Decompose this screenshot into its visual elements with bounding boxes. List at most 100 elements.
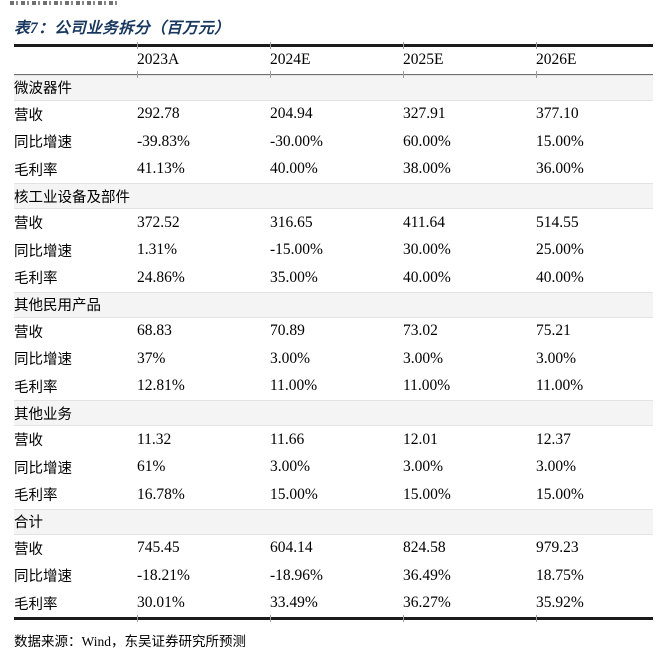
cell-value: 3.00% (536, 349, 577, 367)
row-label: 营收 (14, 216, 43, 233)
column-tick (270, 614, 271, 622)
cell-value: 40.00% (403, 268, 451, 286)
table-title: 表7：公司业务拆分（百万元） (14, 20, 231, 37)
cell-value: 40.00% (536, 268, 584, 286)
column-tick (137, 41, 138, 49)
cell-value: 411.64 (403, 213, 446, 231)
table-row: 营收 745.45 604.14 824.58 979.23 (14, 535, 653, 563)
cell-value: 11.00% (403, 377, 451, 395)
row-label: 同比增速 (14, 460, 72, 477)
cell-value: -39.83% (137, 132, 190, 150)
column-tick (536, 614, 537, 622)
cell-value: 61% (137, 458, 166, 476)
table-row: 毛利率 41.13% 40.00% 38.00% 36.00% (14, 156, 653, 184)
row-label: 同比增速 (14, 243, 72, 260)
column-tick (536, 71, 537, 78)
table-row: 营收 372.52 316.65 411.64 514.55 (14, 209, 653, 237)
section-header-row: 其他业务 (14, 400, 653, 426)
table-row: 同比增速 -39.83% -30.00% 60.00% 15.00% (14, 128, 653, 156)
table-row: 毛利率 16.78% 15.00% 15.00% 15.00% (14, 481, 653, 509)
cell-value: 3.00% (403, 458, 444, 476)
section-name: 其他业务 (14, 406, 72, 423)
row-label: 毛利率 (14, 162, 58, 179)
cell-value: 16.78% (137, 485, 185, 503)
cell-value: 204.94 (270, 105, 313, 123)
table-row: 毛利率 24.86% 35.00% 40.00% 40.00% (14, 264, 653, 292)
cell-value: 36.00% (536, 160, 584, 178)
table-row: 营收 11.32 11.66 12.01 12.37 (14, 426, 653, 454)
row-label: 毛利率 (14, 271, 58, 288)
cell-value: 15.00% (270, 485, 318, 503)
cell-value: 30.00% (403, 241, 451, 259)
table-row: 毛利率 12.81% 11.00% 11.00% 11.00% (14, 373, 653, 401)
cell-value: 1.31% (137, 241, 178, 259)
cell-value: 11.32 (137, 430, 172, 448)
cell-value: 73.02 (403, 322, 438, 340)
cropped-text-fragment (10, 1, 118, 5)
column-tick (403, 614, 404, 622)
cell-value: 514.55 (536, 213, 579, 231)
row-label: 营收 (14, 541, 43, 558)
row-label: 同比增速 (14, 135, 72, 152)
cell-value: 41.13% (137, 160, 185, 178)
section-header-row: 合计 (14, 508, 653, 535)
column-header: 2024E (270, 51, 311, 68)
row-label: 同比增速 (14, 352, 72, 369)
table-row: 营收 68.83 70.89 73.02 75.21 (14, 318, 653, 346)
cell-value: 15.00% (403, 485, 451, 503)
cell-value: -30.00% (270, 132, 323, 150)
cell-value: 979.23 (536, 539, 579, 557)
cell-value: 15.00% (536, 485, 584, 503)
cell-value: 36.27% (403, 594, 451, 612)
cell-value: 3.00% (270, 349, 311, 367)
section-name: 核工业设备及部件 (14, 189, 130, 206)
cell-value: 316.65 (270, 213, 313, 231)
cell-value: 18.75% (536, 566, 584, 584)
cell-value: -15.00% (270, 241, 323, 259)
cell-value: 24.86% (137, 268, 185, 286)
cell-value: 604.14 (270, 539, 313, 557)
column-tick (270, 41, 271, 49)
column-header: 2023A (137, 51, 180, 68)
section-header-row: 微波器件 (14, 74, 653, 101)
cell-value: 68.83 (137, 322, 172, 340)
table-row: 同比增速 61% 3.00% 3.00% 3.00% (14, 454, 653, 482)
section-name: 其他民用产品 (14, 298, 101, 314)
cell-value: 33.49% (270, 594, 318, 612)
cell-value: 12.01 (403, 430, 438, 448)
business-breakdown-table: 2023A 2024E 2025E 2026E 微波器件 营收 292.78 2… (14, 41, 653, 622)
cell-value: 70.89 (270, 322, 305, 340)
cell-value: 292.78 (137, 105, 180, 123)
cell-value: 372.52 (137, 213, 180, 231)
cell-value: 3.00% (536, 458, 577, 476)
column-tick (403, 41, 404, 49)
cell-value: 12.81% (137, 377, 185, 395)
cell-value: 38.00% (403, 160, 451, 178)
table-row: 同比增速 37% 3.00% 3.00% 3.00% (14, 345, 653, 373)
cell-value: -18.96% (270, 566, 323, 584)
cell-value: 35.92% (536, 594, 584, 612)
table-row: 毛利率 30.01% 33.49% 36.27% 35.92% (14, 590, 653, 618)
column-header: 2025E (403, 51, 444, 68)
cell-value: 25.00% (536, 241, 584, 259)
row-label: 同比增速 (14, 569, 72, 586)
row-label: 毛利率 (14, 596, 58, 613)
cell-value: 3.00% (270, 458, 311, 476)
row-label: 营收 (14, 433, 43, 450)
data-source-note: 数据来源：Wind，东吴证券研究所预测 (14, 634, 246, 649)
cell-value: -18.21% (137, 566, 190, 584)
cell-value: 11.66 (270, 430, 305, 448)
table-row: 营收 292.78 204.94 327.91 377.10 (14, 101, 653, 129)
cell-value: 327.91 (403, 105, 446, 123)
section-header-row: 核工业设备及部件 (14, 183, 653, 209)
cell-value: 36.49% (403, 566, 451, 584)
cell-value: 15.00% (536, 132, 584, 150)
column-tick (137, 614, 138, 622)
section-name: 合计 (14, 515, 43, 531)
column-tick (270, 71, 271, 78)
cell-value: 11.00% (270, 377, 318, 395)
cell-value: 40.00% (270, 160, 318, 178)
row-label: 营收 (14, 107, 43, 124)
cell-value: 60.00% (403, 132, 451, 150)
cell-value: 37% (137, 349, 166, 367)
